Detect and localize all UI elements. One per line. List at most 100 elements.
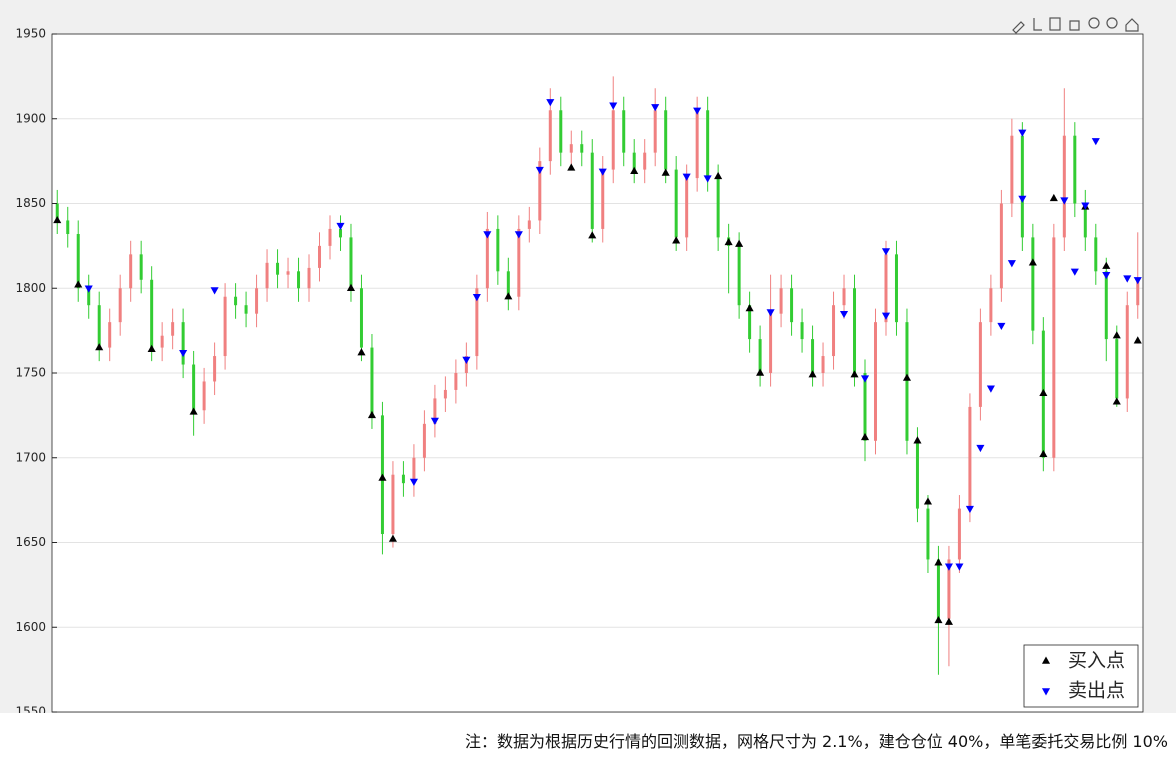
candle-body: [1083, 203, 1087, 238]
marker: [462, 356, 471, 364]
candle-body: [842, 288, 846, 306]
candle-body: [685, 178, 689, 238]
marker: [955, 563, 964, 571]
marker: [535, 166, 544, 175]
marker: [147, 344, 156, 352]
candle-body: [464, 356, 468, 373]
candle-body: [338, 228, 342, 238]
candle-body: [664, 110, 668, 170]
candle-body: [1062, 135, 1066, 238]
candle-body: [234, 296, 238, 306]
toolbar-icon[interactable]: [1106, 17, 1118, 29]
candle-body: [1073, 135, 1077, 204]
candle-body: [55, 203, 59, 221]
marker: [934, 558, 943, 566]
candle-body: [716, 178, 720, 238]
candle-body: [790, 288, 794, 323]
toolbar-icon[interactable]: [1125, 18, 1139, 32]
marker: [210, 287, 219, 295]
marker: [860, 375, 870, 383]
candle-body: [485, 228, 489, 289]
candle-body: [223, 296, 227, 357]
candle-body: [1020, 135, 1024, 238]
marker: [1112, 397, 1121, 405]
marker: [1060, 197, 1069, 205]
marker: [693, 107, 702, 115]
marker: [483, 231, 492, 239]
marker: [756, 368, 765, 376]
legend-label: 买入点: [1068, 650, 1125, 672]
candle-body: [653, 110, 657, 153]
candle-body: [328, 228, 332, 246]
candle-body: [391, 474, 395, 535]
candle-body: [632, 152, 636, 170]
marker: [1049, 193, 1058, 202]
marker: [630, 166, 639, 174]
marker: [923, 497, 932, 505]
marker: [944, 563, 953, 571]
candle-body: [370, 347, 374, 416]
marker: [546, 99, 555, 107]
marker: [472, 294, 481, 302]
candle-body: [590, 152, 594, 229]
marker: [672, 236, 681, 244]
candle-body: [580, 144, 584, 153]
marker: [1102, 261, 1111, 269]
candle-body: [496, 228, 500, 272]
marker: [944, 617, 953, 625]
marker: [1018, 129, 1027, 137]
candle-body: [307, 267, 311, 289]
marker: [976, 444, 985, 453]
marker: [504, 292, 513, 300]
legend-marker: [1041, 688, 1051, 696]
marker: [189, 407, 198, 415]
candle-body: [255, 288, 259, 314]
candle-body: [957, 508, 961, 560]
candle-body: [1125, 305, 1129, 399]
candle-body: [989, 288, 993, 323]
toolbar-icon[interactable]: [1033, 18, 1042, 31]
candle-body: [873, 322, 877, 441]
marker: [1081, 202, 1090, 210]
marker: [881, 248, 891, 256]
marker: [567, 163, 576, 171]
marker: [1102, 271, 1111, 280]
candle-body: [108, 322, 112, 348]
candle-body: [947, 559, 951, 619]
candle-body: [601, 169, 605, 229]
footnote: 注：数据为根据历史行情的回测数据，网格尺寸为 2.1%，建仓仓位 40%，单笔委…: [464, 732, 1168, 751]
marker: [84, 285, 93, 293]
toolbar-icon[interactable]: [1088, 17, 1100, 29]
legend-label: 卖出点: [1068, 680, 1125, 702]
marker: [598, 168, 607, 176]
marker: [986, 385, 995, 393]
marker: [95, 343, 104, 351]
candle-body: [853, 288, 857, 373]
candle-body: [318, 245, 322, 268]
candle-body: [1031, 237, 1035, 331]
marker: [514, 231, 523, 239]
toolbar-icon[interactable]: [1069, 20, 1080, 31]
candle-body: [286, 271, 290, 275]
candle-body: [695, 110, 699, 179]
candle-body: [737, 245, 741, 306]
footer-background: [0, 713, 1176, 771]
marker: [651, 104, 660, 112]
marker: [588, 231, 597, 239]
marker: [965, 505, 974, 514]
toolbar-icon[interactable]: [1012, 21, 1025, 34]
toolbar-icon[interactable]: [1049, 17, 1061, 31]
y-tick-label: 1850: [15, 196, 46, 210]
marker: [724, 237, 733, 246]
marker: [367, 410, 377, 419]
marker: [609, 102, 618, 110]
marker: [74, 280, 83, 288]
marker: [1028, 258, 1037, 266]
marker: [357, 348, 366, 356]
candle-body: [276, 262, 280, 275]
marker: [808, 370, 817, 378]
y-tick-label: 1700: [15, 450, 46, 464]
candle-body: [748, 305, 752, 340]
candle-body: [76, 234, 80, 289]
